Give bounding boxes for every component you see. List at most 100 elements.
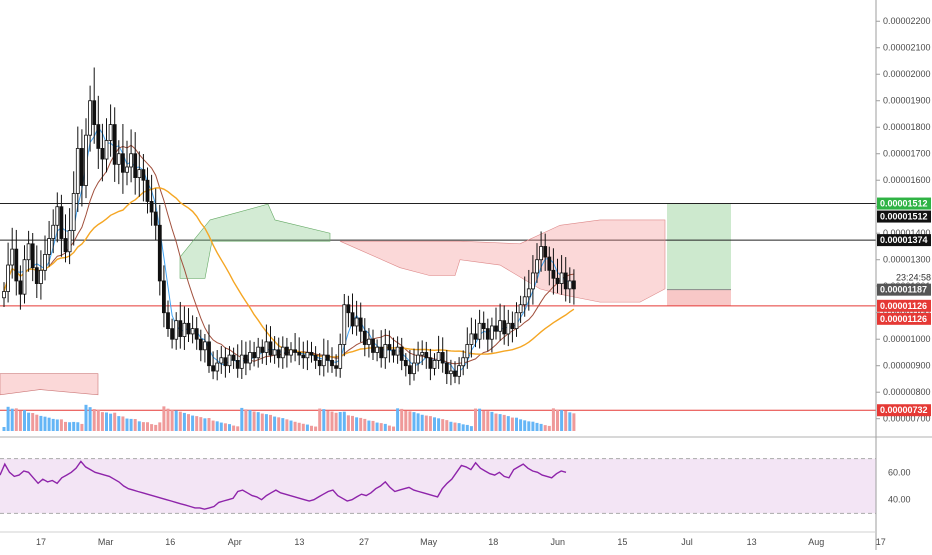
candle-body[interactable]: [391, 349, 396, 356]
candle-body[interactable]: [387, 344, 392, 351]
time-axis[interactable]: 17 Mar 16 Apr 13 27 May 18 Jun 15 Jul 13 Aug 17: [36, 537, 886, 547]
candle-body[interactable]: [559, 272, 564, 284]
candle-body[interactable]: [436, 352, 441, 361]
candle-body[interactable]: [325, 354, 330, 361]
candle-body[interactable]: [211, 365, 216, 372]
candle-body[interactable]: [531, 272, 535, 290]
candle-body[interactable]: [6, 264, 10, 292]
candle-body[interactable]: [96, 124, 101, 149]
candle-body[interactable]: [141, 169, 146, 181]
candle-body[interactable]: [313, 354, 318, 361]
candle-body[interactable]: [202, 341, 207, 351]
candle-body[interactable]: [572, 280, 576, 290]
candle-body[interactable]: [424, 352, 429, 359]
candle-body[interactable]: [416, 354, 421, 364]
candle-body[interactable]: [362, 330, 367, 345]
candle-body[interactable]: [342, 304, 347, 345]
candle-body[interactable]: [284, 346, 289, 356]
candle-body[interactable]: [243, 354, 248, 364]
candle-body[interactable]: [485, 328, 490, 340]
candle-body[interactable]: [407, 365, 412, 375]
candle-body[interactable]: [502, 320, 507, 335]
candle-body[interactable]: [14, 248, 19, 282]
candle-body[interactable]: [137, 169, 142, 178]
candle-body[interactable]: [198, 338, 203, 351]
candle-body[interactable]: [264, 341, 269, 353]
candle-body[interactable]: [157, 224, 162, 282]
candle-body[interactable]: [379, 346, 384, 359]
candle-body[interactable]: [133, 153, 138, 178]
candle-body[interactable]: [383, 344, 388, 359]
candle-body[interactable]: [190, 328, 195, 335]
candlesticks[interactable]: [2, 67, 576, 386]
candle-body[interactable]: [412, 362, 416, 375]
candle-body[interactable]: [43, 254, 47, 271]
candle-body[interactable]: [293, 349, 298, 353]
candle-body[interactable]: [260, 346, 265, 353]
candle-body[interactable]: [174, 320, 179, 340]
candle-body[interactable]: [453, 370, 457, 377]
candle-body[interactable]: [92, 100, 97, 125]
candle-body[interactable]: [494, 325, 498, 332]
horizontal-lines[interactable]: [0, 203, 876, 411]
candle-body[interactable]: [55, 206, 60, 226]
candle-body[interactable]: [567, 280, 572, 290]
candle-body[interactable]: [514, 312, 519, 330]
candle-body[interactable]: [498, 320, 503, 332]
candle-body[interactable]: [444, 362, 449, 375]
position-tool[interactable]: [667, 203, 731, 306]
candle-body[interactable]: [59, 206, 64, 239]
candle-body[interactable]: [309, 352, 314, 356]
candle-body[interactable]: [276, 349, 281, 359]
rsi-pane[interactable]: 60.00 40.00: [0, 458, 911, 514]
candle-body[interactable]: [215, 362, 220, 372]
candle-body[interactable]: [170, 328, 175, 340]
candle-body[interactable]: [551, 269, 556, 279]
candle-body[interactable]: [100, 148, 105, 160]
candle-body[interactable]: [461, 357, 466, 367]
candle-body[interactable]: [563, 272, 568, 290]
candle-body[interactable]: [518, 304, 523, 314]
candle-body[interactable]: [280, 346, 285, 359]
candle-body[interactable]: [227, 354, 232, 367]
position-stop-zone[interactable]: [667, 289, 731, 306]
candle-body[interactable]: [252, 352, 257, 359]
candle-body[interactable]: [129, 153, 134, 168]
candle-body[interactable]: [358, 317, 363, 332]
candle-body[interactable]: [350, 312, 355, 327]
candle-body[interactable]: [305, 352, 310, 359]
candle-body[interactable]: [375, 346, 380, 353]
candle-body[interactable]: [473, 333, 478, 340]
candle-body[interactable]: [153, 211, 158, 226]
candle-body[interactable]: [366, 338, 371, 345]
candle-body[interactable]: [317, 360, 322, 367]
candle-body[interactable]: [420, 352, 425, 356]
candle-body[interactable]: [330, 360, 334, 367]
candle-body[interactable]: [18, 280, 23, 295]
candle-body[interactable]: [235, 360, 240, 369]
candle-body[interactable]: [371, 338, 375, 353]
candle-body[interactable]: [535, 259, 539, 274]
candle-body[interactable]: [116, 153, 121, 165]
candle-body[interactable]: [321, 354, 326, 367]
candle-body[interactable]: [448, 370, 453, 375]
candle-body[interactable]: [80, 148, 84, 186]
candle-body[interactable]: [149, 201, 154, 213]
candle-body[interactable]: [506, 322, 511, 335]
candle-body[interactable]: [219, 357, 224, 364]
candle-body[interactable]: [465, 344, 470, 359]
candle-body[interactable]: [489, 325, 494, 340]
candle-body[interactable]: [539, 246, 543, 261]
candle-body[interactable]: [194, 328, 199, 340]
candle-body[interactable]: [88, 100, 92, 136]
candle-body[interactable]: [186, 322, 191, 335]
candle-body[interactable]: [354, 317, 359, 327]
candle-body[interactable]: [256, 346, 261, 359]
candle-body[interactable]: [395, 346, 400, 356]
candle-body[interactable]: [543, 246, 548, 258]
candle-body[interactable]: [338, 344, 343, 369]
candle-body[interactable]: [428, 357, 433, 369]
candle-body[interactable]: [457, 365, 462, 377]
